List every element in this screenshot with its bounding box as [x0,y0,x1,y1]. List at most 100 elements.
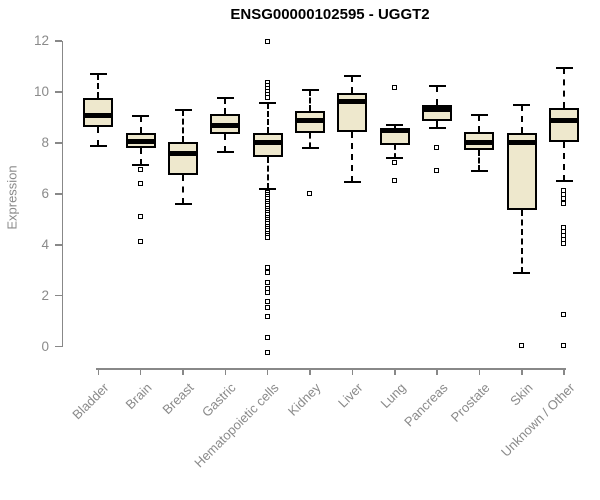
y-tick-label: 10 [33,84,49,100]
lower-whisker-breast [182,175,184,204]
x-tick [266,368,269,375]
lower-whisker-cap-bladder [89,145,107,148]
median-kidney [295,118,326,124]
lower-whisker-lung [393,144,396,158]
lower-whisker-cap-brain [132,164,150,167]
outlier-point-hematopoietic-cells [264,234,270,240]
median-lung [379,128,410,134]
median-hematopoietic-cells [252,139,283,145]
median-brain [125,138,156,144]
lower-whisker-cap-prostate [470,170,488,173]
outlier-point-kidney [307,191,313,197]
y-axis-line [61,40,63,347]
y-tick-label: 4 [41,237,49,253]
outlier-point-hematopoietic-cells [264,335,270,341]
x-tick [436,368,438,375]
upper-whisker-hematopoietic-cells [266,103,269,134]
outlier-point-pancreas [434,145,440,151]
lower-whisker-hematopoietic-cells [266,156,269,189]
lower-whisker-skin [520,210,523,273]
upper-whisker-bladder [97,74,100,99]
lower-whisker-unknown-other [563,141,566,181]
y-tick [54,193,62,195]
median-pancreas [422,106,453,112]
lower-whisker-bladder [97,126,100,147]
lower-whisker-cap-kidney [301,147,319,150]
y-tick [54,294,62,297]
lower-whisker-cap-unknown-other [555,179,573,182]
median-prostate [464,139,495,145]
upper-whisker-cap-skin [513,103,531,106]
x-tick [224,368,227,375]
y-axis-title: Expression [4,165,20,230]
outlier-point-hematopoietic-cells [264,270,270,276]
chart-title: ENSG00000102595 - UGGT2 [230,6,430,23]
outlier-point-lung [391,178,397,184]
outlier-point-brain [137,238,143,244]
upper-whisker-cap-prostate [470,114,488,117]
x-axis-line [96,368,567,370]
outlier-point-unknown-other [561,241,567,247]
outlier-point-unknown-other [561,200,567,206]
upper-whisker-skin [520,104,523,133]
y-tick [54,40,62,42]
upper-whisker-cap-lung [386,123,404,126]
y-tick [54,91,62,93]
upper-whisker-kidney [309,90,312,111]
upper-whisker-brain [139,116,142,133]
upper-whisker-liver [351,75,354,94]
upper-whisker-gastric [224,97,227,115]
outlier-point-hematopoietic-cells [264,298,270,304]
outlier-point-pancreas [434,167,440,173]
box-unknown-other [549,107,580,142]
box-hematopoietic-cells [252,133,283,157]
lower-whisker-cap-pancreas [428,127,446,130]
lower-whisker-prostate [478,149,481,172]
upper-whisker-cap-pancreas [428,84,446,87]
upper-whisker-cap-hematopoietic-cells [259,102,277,105]
outlier-point-lung [391,84,397,90]
lower-whisker-cap-breast [174,202,192,205]
upper-whisker-cap-kidney [301,89,319,92]
outlier-point-brain [137,167,143,173]
lower-whisker-brain [139,148,142,166]
upper-whisker-unknown-other [563,68,566,108]
y-tick-label: 6 [41,186,49,202]
lower-whisker-cap-liver [343,180,361,183]
outlier-point-unknown-other [561,312,567,318]
median-liver [337,99,368,105]
median-bladder [83,112,114,118]
outlier-point-unknown-other [561,343,567,349]
upper-whisker-cap-liver [343,74,361,77]
x-tick [394,368,396,375]
median-skin [506,140,537,146]
outlier-point-brain [137,213,143,219]
y-tick [54,142,62,144]
outlier-point-lung [391,159,397,165]
x-tick [139,368,142,375]
median-gastric [210,122,241,128]
box-breast [168,141,198,176]
outlier-point-hematopoietic-cells [264,94,270,100]
x-tick [521,368,523,375]
box-bladder [83,98,114,127]
upper-whisker-cap-unknown-other [555,67,573,70]
outlier-point-hematopoietic-cells [264,290,270,296]
upper-whisker-cap-gastric [216,96,234,99]
x-tick [563,368,565,375]
outlier-point-hematopoietic-cells [264,280,270,286]
outlier-point-hematopoietic-cells [264,313,270,319]
outlier-point-hematopoietic-cells [264,304,270,310]
y-tick-label: 12 [33,33,49,49]
outlier-point-hematopoietic-cells [264,350,270,356]
lower-whisker-pancreas [436,121,439,129]
upper-whisker-cap-brain [132,115,150,118]
y-tick-label: 8 [41,135,49,151]
outlier-point-brain [137,181,143,187]
upper-whisker-lung [393,124,396,128]
upper-whisker-cap-bladder [89,73,107,76]
upper-whisker-prostate [478,115,481,133]
lower-whisker-kidney [309,132,312,149]
lower-whisker-cap-skin [513,271,531,274]
